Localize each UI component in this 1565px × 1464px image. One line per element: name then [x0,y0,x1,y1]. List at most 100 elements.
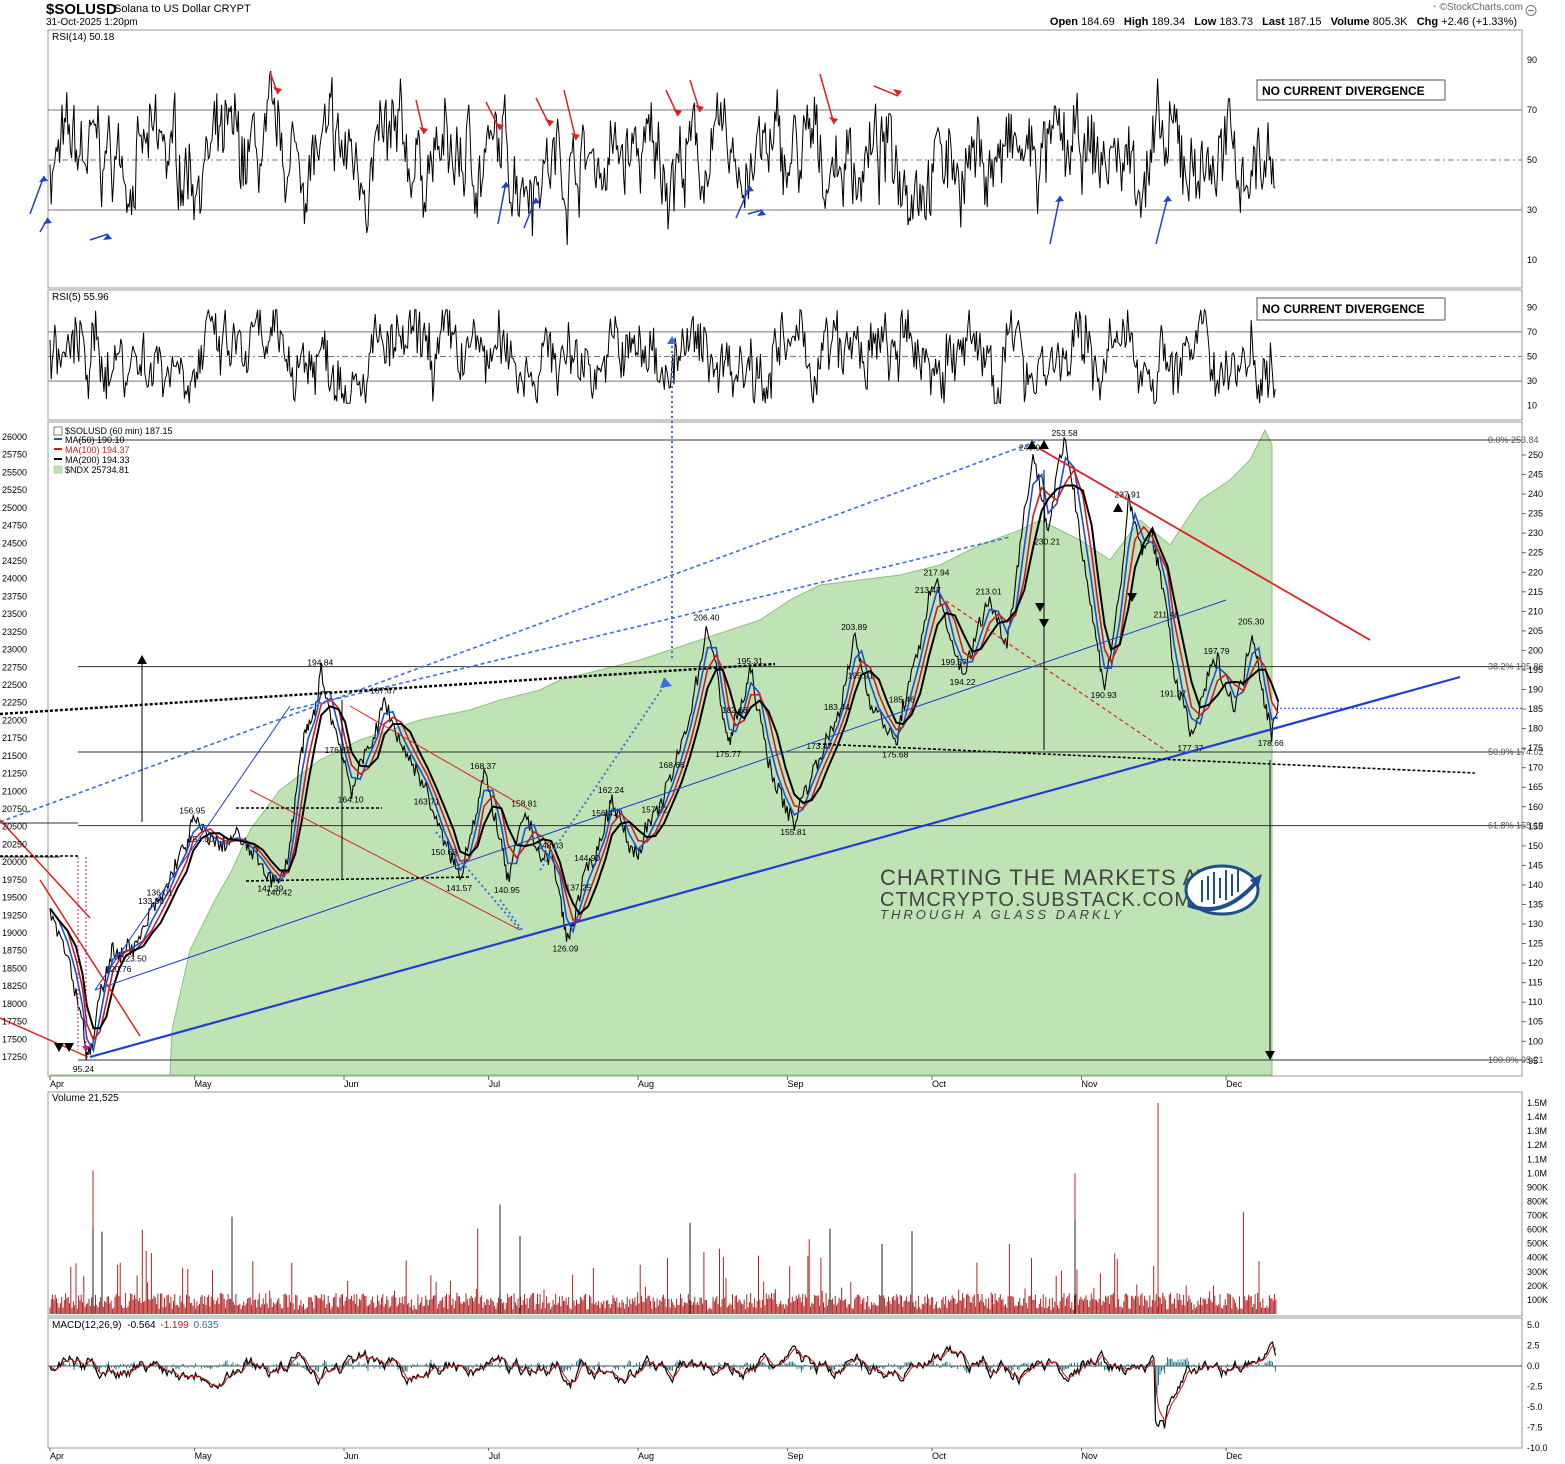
price-right-tick-label: 145 [1528,860,1543,870]
ndx-left-tick-label: 19000 [2,928,27,938]
rsi5-note: NO CURRENT DIVERGENCE [1262,302,1425,316]
price-right-tick-label: 105 [1528,1017,1543,1027]
volume-tick-label: 1.3M [1527,1126,1547,1136]
ndx-left-tick-label: 22250 [2,698,27,708]
down-arrow-sep-2 [1039,619,1049,628]
minimize-icon[interactable] [1523,5,1539,16]
ma200-line [49,484,1280,1030]
rsi14-label: RSI(14) 50.18 [52,32,115,43]
volume-tick-label: 500K [1527,1239,1548,1249]
ndx-left-tick-label: 24750 [2,521,27,531]
price-right-tick-label: 230 [1528,528,1543,538]
descending-red-trendline [1039,448,1371,641]
axis-layer: 250 245 240 235 230 225 220 215 210 205 200 195 190 1… [2,55,1548,1461]
rsi14-layer [29,70,1522,245]
price-point-label: 156.41 [592,808,618,818]
volume-tick-label: 700K [1527,1211,1548,1221]
rsi14-blue-divergence [29,175,45,215]
macd-tick-label: 2.5 [1527,1341,1540,1351]
target-down-arrow [1265,1051,1275,1060]
price-right-tick-label: 205 [1528,626,1543,636]
price-point-label: 211.46 [1154,610,1180,620]
mid-dotted-trendline [289,536,1011,711]
price-month-label: Sep [787,1079,803,1089]
black-dotted-support [245,876,471,882]
price-point-label: 203.89 [841,622,867,632]
blue-dotted-arrowhead [660,677,672,688]
ndx-left-tick-label: 22500 [2,680,27,690]
ndx-left-tick-label: 20250 [2,839,27,849]
price-month-label: Dec [1226,1079,1243,1089]
inner-channel-trendline [94,599,1227,991]
red-dotted-channel [939,596,1169,753]
price-point-label: 217.94 [924,567,950,577]
macd-tick-label: -7.5 [1527,1423,1543,1433]
ctm-logo: CHARTING THE MARKETS AT CTMCRYPTO.SUBSTA… [880,864,1262,922]
rsi14-red-arrowhead [273,87,282,94]
macd-line [49,1341,1277,1429]
macd-month-label: Nov [1081,1451,1098,1461]
rsi14-panel [47,29,1523,289]
price-point-label: 187.67 [370,686,396,696]
ndx-left-tick-label: 23500 [2,609,27,619]
rsi14-red-arrowhead [495,123,504,130]
price-right-tick-label: 215 [1528,587,1543,597]
rsi5-layer [48,308,1522,405]
ndx-left-tick-label: 17250 [2,1052,27,1062]
price-point-label: 237.91 [1114,489,1140,499]
price-right-tick-label: 95 [1528,1056,1538,1066]
price-right-tick-label: 100 [1528,1036,1543,1046]
volume-tick-label: 200K [1527,1281,1548,1291]
price-right-tick-label: 155 [1528,821,1543,831]
macd-value: -0.564 [127,1320,156,1331]
down-arrow-oct [1127,593,1137,602]
price-right-tick-label: 120 [1528,958,1543,968]
price-month-label: Jun [344,1079,359,1089]
macd-hist: 0.635 [194,1320,219,1331]
price-legend: $SOLUSD (60 min) 187.15 MA(50) 190.10 MA… [53,426,173,475]
watermark-text: ©StockCharts.com [1439,2,1523,13]
rsi14-blue-arrowhead [531,198,540,204]
rsi14-tick-label: 90 [1527,55,1537,65]
price-month-label: Oct [932,1079,947,1089]
rsi14-blue-arrowhead [1055,196,1064,202]
price-right-tick-label: 140 [1528,880,1543,890]
magenta-arrowhead [82,1046,90,1052]
price-right-tick-label: 195 [1528,665,1543,675]
price-right-tick-label: 220 [1528,567,1543,577]
price-month-label: Jul [489,1079,501,1089]
ndx-area-layer: 0.0% 253.84 38.2% 195.86 50.0% 174.02 61.8%… [0,428,1544,1076]
price-point-label: 168.37 [470,761,496,771]
ndx-left-tick-label: 21000 [2,786,27,796]
stat-chg-value: +2.46 (+1.33%) [1441,16,1517,28]
rsi14-note: NO CURRENT DIVERGENCE [1262,84,1425,98]
price-point-label: 141.57 [446,883,472,893]
ndx-left-tick-label: 24000 [2,574,27,584]
macd-month-label: Sep [787,1451,803,1461]
volume-panel [47,1091,1523,1317]
upper-dotted-trendline [0,439,1041,823]
rsi14-tick-label: 70 [1527,105,1537,115]
macd-month-label: Jul [489,1451,501,1461]
ndx-left-tick-label: 18500 [2,963,27,973]
price-point-label: 178.66 [1258,738,1284,748]
price-point-label: 175.68 [882,749,908,759]
price-point-label: 126.09 [552,943,578,953]
price-right-tick-label: 115 [1528,978,1542,988]
ndx-left-tick-label: 25000 [2,503,27,513]
volume-tick-label: 1.2M [1527,1140,1547,1150]
down-arrow-sep [1035,603,1045,612]
rsi14-blue-arrowhead [757,210,766,216]
price-right-tick-label: 125 [1528,939,1543,949]
symbol-title: $SOLUSD [46,1,117,18]
ndx-left-tick-label: 20500 [2,822,27,832]
up-arrow-top [1027,440,1037,449]
ndx-left-tick-label: 23750 [2,591,27,601]
stat-open-label: Open [1049,16,1079,28]
globe-chart-icon [1184,864,1262,916]
price-point-label: 123.50 [121,953,147,963]
rsi5-tick-label: 70 [1527,327,1537,337]
price-point-label: 177.37 [1177,743,1203,753]
